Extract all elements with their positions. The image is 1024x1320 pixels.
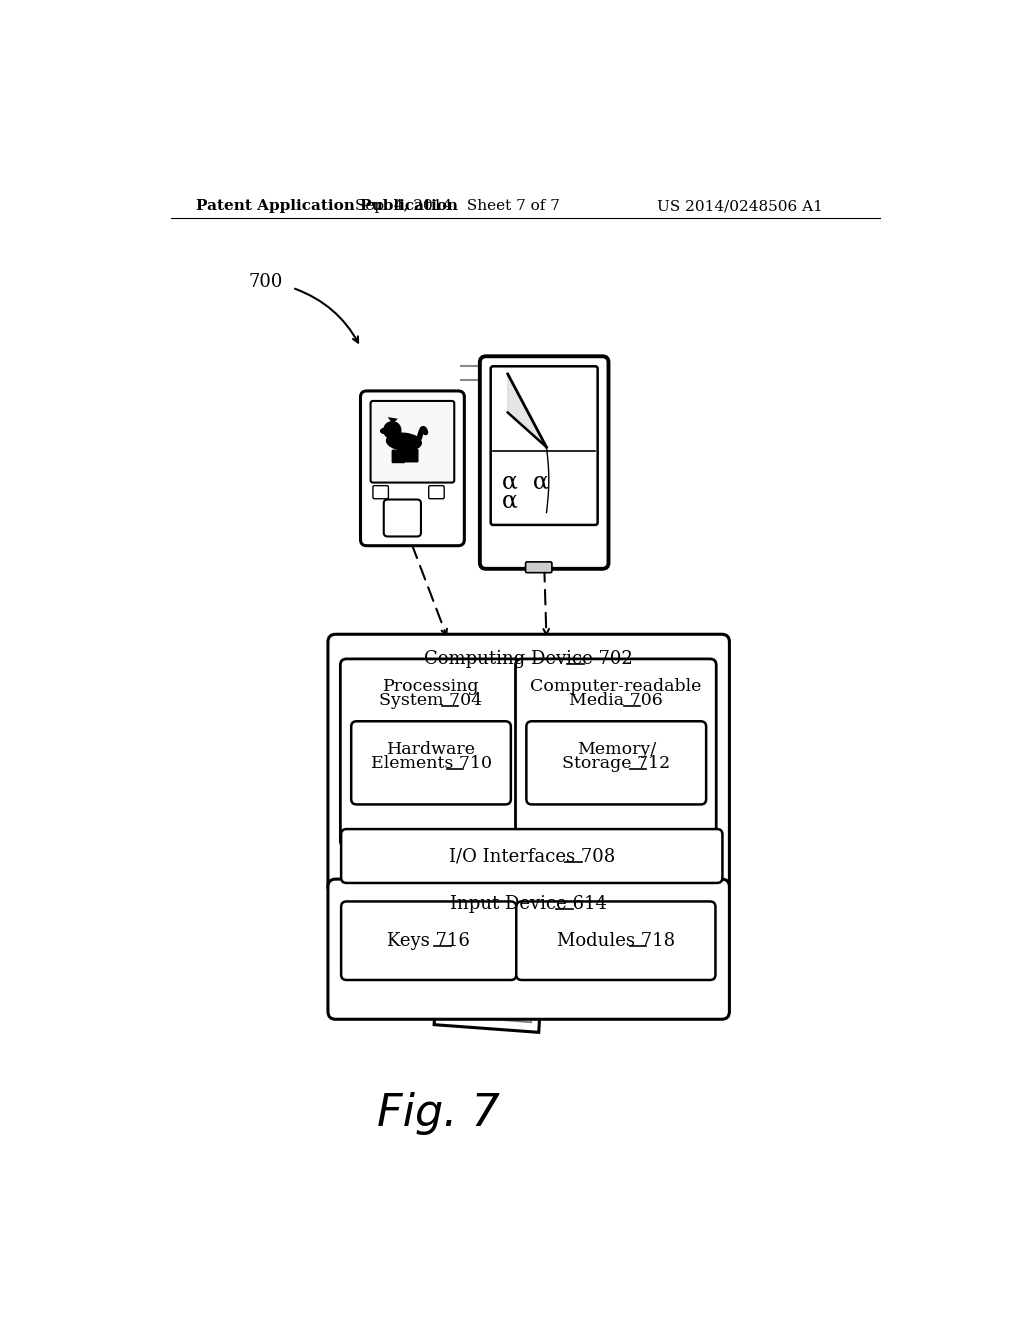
FancyBboxPatch shape xyxy=(429,486,444,499)
Polygon shape xyxy=(444,913,538,1022)
FancyBboxPatch shape xyxy=(328,879,729,1019)
Polygon shape xyxy=(496,374,547,447)
Polygon shape xyxy=(508,374,547,447)
Text: Elements 710: Elements 710 xyxy=(371,755,492,772)
FancyBboxPatch shape xyxy=(526,721,707,804)
FancyBboxPatch shape xyxy=(341,829,722,883)
FancyBboxPatch shape xyxy=(406,449,412,462)
Text: US 2014/0248506 A1: US 2014/0248506 A1 xyxy=(657,199,823,213)
Text: System 704: System 704 xyxy=(380,692,482,709)
FancyBboxPatch shape xyxy=(392,450,398,462)
FancyBboxPatch shape xyxy=(515,659,716,847)
Text: α  α: α α xyxy=(502,470,548,494)
FancyBboxPatch shape xyxy=(384,499,421,536)
FancyBboxPatch shape xyxy=(412,449,418,462)
Text: 700: 700 xyxy=(248,273,283,290)
Circle shape xyxy=(384,421,400,438)
FancyBboxPatch shape xyxy=(341,902,516,979)
Text: Computing Device 702: Computing Device 702 xyxy=(424,649,633,668)
Text: I/O Interfaces 708: I/O Interfaces 708 xyxy=(449,847,614,865)
Ellipse shape xyxy=(381,428,390,434)
FancyBboxPatch shape xyxy=(480,356,608,569)
FancyBboxPatch shape xyxy=(490,367,598,525)
FancyBboxPatch shape xyxy=(328,635,729,895)
FancyBboxPatch shape xyxy=(371,401,455,483)
Text: Media 706: Media 706 xyxy=(569,692,663,709)
Text: α: α xyxy=(502,490,517,512)
Text: Storage 712: Storage 712 xyxy=(562,755,671,772)
Text: Patent Application Publication: Patent Application Publication xyxy=(197,199,458,213)
FancyBboxPatch shape xyxy=(351,721,511,804)
Text: Fig. 7: Fig. 7 xyxy=(377,1092,500,1135)
Text: Keys 716: Keys 716 xyxy=(387,932,470,949)
FancyBboxPatch shape xyxy=(373,486,388,499)
Ellipse shape xyxy=(386,433,421,450)
FancyBboxPatch shape xyxy=(525,562,552,573)
Text: Computer-readable: Computer-readable xyxy=(530,678,701,696)
FancyBboxPatch shape xyxy=(360,391,464,545)
FancyBboxPatch shape xyxy=(340,659,521,847)
Text: Sep. 4, 2014   Sheet 7 of 7: Sep. 4, 2014 Sheet 7 of 7 xyxy=(355,199,560,213)
Text: Hardware: Hardware xyxy=(386,742,475,758)
Text: Processing: Processing xyxy=(383,678,479,696)
FancyBboxPatch shape xyxy=(398,450,404,462)
Polygon shape xyxy=(388,417,397,424)
Text: Memory/: Memory/ xyxy=(577,742,656,758)
FancyBboxPatch shape xyxy=(516,902,716,979)
Text: Modules 718: Modules 718 xyxy=(557,932,675,949)
Polygon shape xyxy=(434,894,547,1032)
Text: Input Device 614: Input Device 614 xyxy=(451,895,607,912)
